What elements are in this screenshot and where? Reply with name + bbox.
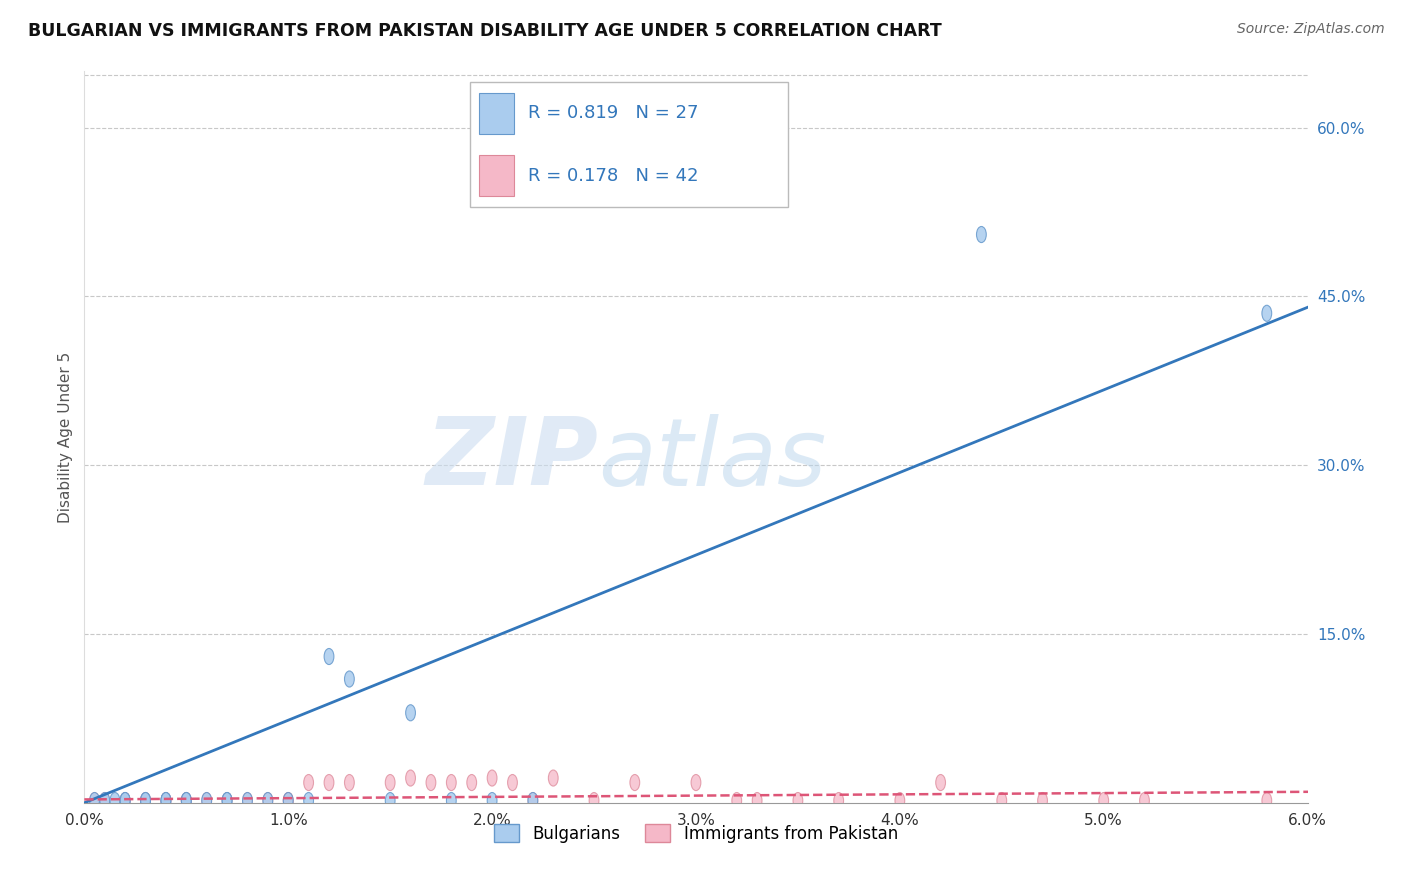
Ellipse shape (589, 792, 599, 808)
Ellipse shape (752, 792, 762, 808)
Y-axis label: Disability Age Under 5: Disability Age Under 5 (58, 351, 73, 523)
Ellipse shape (121, 792, 129, 808)
Ellipse shape (1263, 792, 1271, 808)
Ellipse shape (325, 774, 333, 790)
Ellipse shape (406, 770, 415, 786)
Ellipse shape (793, 792, 803, 808)
Ellipse shape (181, 792, 191, 808)
Ellipse shape (304, 792, 314, 808)
Ellipse shape (548, 770, 558, 786)
Ellipse shape (121, 792, 129, 808)
Ellipse shape (162, 792, 170, 808)
FancyBboxPatch shape (479, 94, 513, 134)
Ellipse shape (121, 792, 129, 808)
Text: atlas: atlas (598, 414, 827, 505)
Ellipse shape (100, 792, 110, 808)
Ellipse shape (406, 705, 415, 721)
Ellipse shape (243, 792, 252, 808)
Ellipse shape (325, 648, 333, 665)
Ellipse shape (100, 792, 110, 808)
Ellipse shape (90, 792, 100, 808)
Ellipse shape (162, 792, 170, 808)
Ellipse shape (630, 774, 640, 790)
Ellipse shape (936, 774, 945, 790)
Ellipse shape (181, 792, 191, 808)
FancyBboxPatch shape (479, 155, 513, 195)
Text: R = 0.178   N = 42: R = 0.178 N = 42 (529, 167, 699, 185)
Text: R = 0.819   N = 27: R = 0.819 N = 27 (529, 104, 699, 122)
Ellipse shape (222, 792, 232, 808)
Ellipse shape (263, 792, 273, 808)
Ellipse shape (997, 792, 1007, 808)
Ellipse shape (284, 792, 292, 808)
Ellipse shape (110, 792, 120, 808)
Ellipse shape (1263, 305, 1271, 321)
Ellipse shape (529, 792, 537, 808)
Ellipse shape (243, 792, 252, 808)
Text: BULGARIAN VS IMMIGRANTS FROM PAKISTAN DISABILITY AGE UNDER 5 CORRELATION CHART: BULGARIAN VS IMMIGRANTS FROM PAKISTAN DI… (28, 22, 942, 40)
Ellipse shape (447, 792, 456, 808)
Ellipse shape (284, 792, 292, 808)
Ellipse shape (385, 792, 395, 808)
Text: ZIP: ZIP (425, 413, 598, 505)
Ellipse shape (426, 774, 436, 790)
Legend: Bulgarians, Immigrants from Pakistan: Bulgarians, Immigrants from Pakistan (488, 818, 904, 849)
Ellipse shape (263, 792, 273, 808)
Ellipse shape (896, 792, 904, 808)
Ellipse shape (733, 792, 741, 808)
Ellipse shape (141, 792, 150, 808)
Ellipse shape (529, 792, 537, 808)
Ellipse shape (488, 792, 496, 808)
Ellipse shape (141, 792, 150, 808)
Ellipse shape (834, 792, 844, 808)
Ellipse shape (162, 792, 170, 808)
Ellipse shape (385, 774, 395, 790)
Ellipse shape (1099, 792, 1108, 808)
Ellipse shape (162, 792, 170, 808)
Ellipse shape (488, 770, 496, 786)
Ellipse shape (141, 792, 150, 808)
Ellipse shape (304, 774, 314, 790)
Ellipse shape (141, 792, 150, 808)
Ellipse shape (121, 792, 129, 808)
Ellipse shape (508, 774, 517, 790)
Ellipse shape (344, 774, 354, 790)
Ellipse shape (692, 774, 700, 790)
Ellipse shape (181, 792, 191, 808)
Ellipse shape (222, 792, 232, 808)
Ellipse shape (467, 774, 477, 790)
Ellipse shape (977, 227, 986, 243)
Ellipse shape (202, 792, 211, 808)
Ellipse shape (284, 792, 292, 808)
FancyBboxPatch shape (470, 82, 787, 207)
Ellipse shape (344, 671, 354, 687)
Ellipse shape (447, 774, 456, 790)
Ellipse shape (202, 792, 211, 808)
Ellipse shape (222, 792, 232, 808)
Ellipse shape (181, 792, 191, 808)
Ellipse shape (1140, 792, 1149, 808)
Text: Source: ZipAtlas.com: Source: ZipAtlas.com (1237, 22, 1385, 37)
Ellipse shape (90, 792, 100, 808)
Ellipse shape (1038, 792, 1047, 808)
